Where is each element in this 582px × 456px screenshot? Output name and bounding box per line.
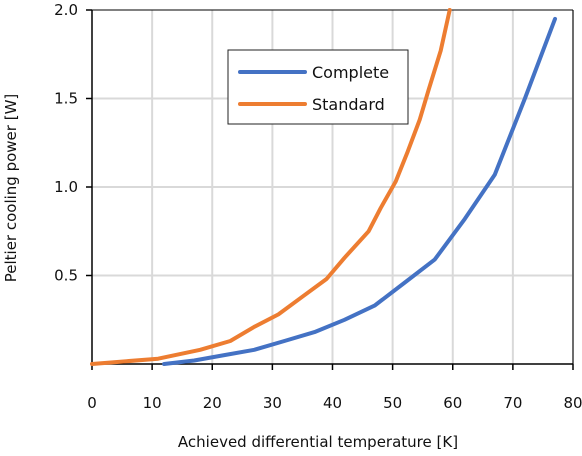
x-tick-label: 0 [87,394,97,412]
x-tick-label: 80 [563,394,582,412]
legend-box [227,49,409,125]
x-axis-title: Achieved differential temperature [K] [178,433,458,451]
legend: Complete Standard [227,49,409,125]
x-tick-label: 20 [203,394,222,412]
x-tick-label: 10 [143,394,162,412]
series-lines [90,8,557,366]
x-tick-label: 60 [443,394,462,412]
tick-labels: 0 10 20 30 40 50 60 70 80 0.5 1.0 1.5 2.0 [54,1,582,412]
x-tick-label: 70 [503,394,522,412]
x-tick-label: 40 [323,394,342,412]
x-tick-label: 50 [383,394,402,412]
y-axis-title: Peltier cooling power [W] [2,94,20,283]
y-tick-label: 0.5 [54,267,78,285]
y-tick-label: 1.0 [54,178,78,196]
y-tick-label: 2.0 [54,1,78,19]
legend-label-standard: Standard [312,95,385,114]
series-line-complete [162,16,557,366]
legend-label-complete: Complete [312,63,389,82]
x-tick-label: 30 [263,394,282,412]
series-line-standard [90,8,452,366]
y-tick-label: 1.5 [54,90,78,108]
